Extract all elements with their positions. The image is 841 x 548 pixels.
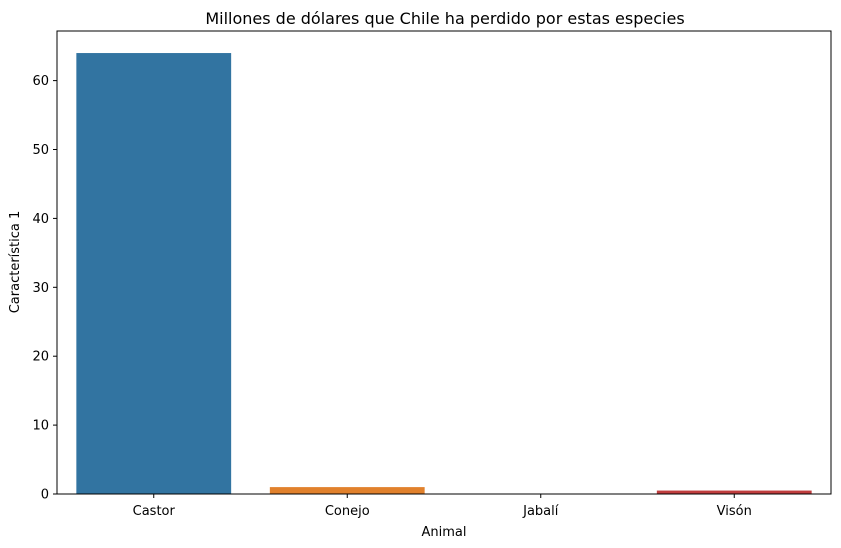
x-axis-label: Animal [422,525,467,540]
x-axis-ticks: Castor Conejo Jabalí Visón [133,494,752,519]
bars-layer [76,53,812,495]
y-tick-label: 40 [32,212,49,227]
y-tick-label: 20 [32,350,49,365]
y-tick-label: 0 [41,488,49,503]
bar-visón [656,490,812,494]
bar-castor [76,53,232,495]
x-tick-label: Conejo [325,504,370,519]
x-tick-label: Jabalí [522,504,559,519]
y-tick-label: 60 [32,74,49,89]
y-axis-ticks: 0 10 20 30 40 50 60 [32,74,57,503]
y-tick-label: 30 [32,281,49,296]
x-tick-label: Visón [717,504,752,519]
y-axis-label: Característica 1 [8,211,23,314]
y-tick-label: 50 [32,143,49,158]
y-tick-label: 10 [32,419,49,434]
x-tick-label: Castor [133,504,176,519]
bar-conejo [269,487,425,494]
chart-title: Millones de dólares que Chile ha perdido… [205,9,684,28]
plot-frame [56,30,832,495]
